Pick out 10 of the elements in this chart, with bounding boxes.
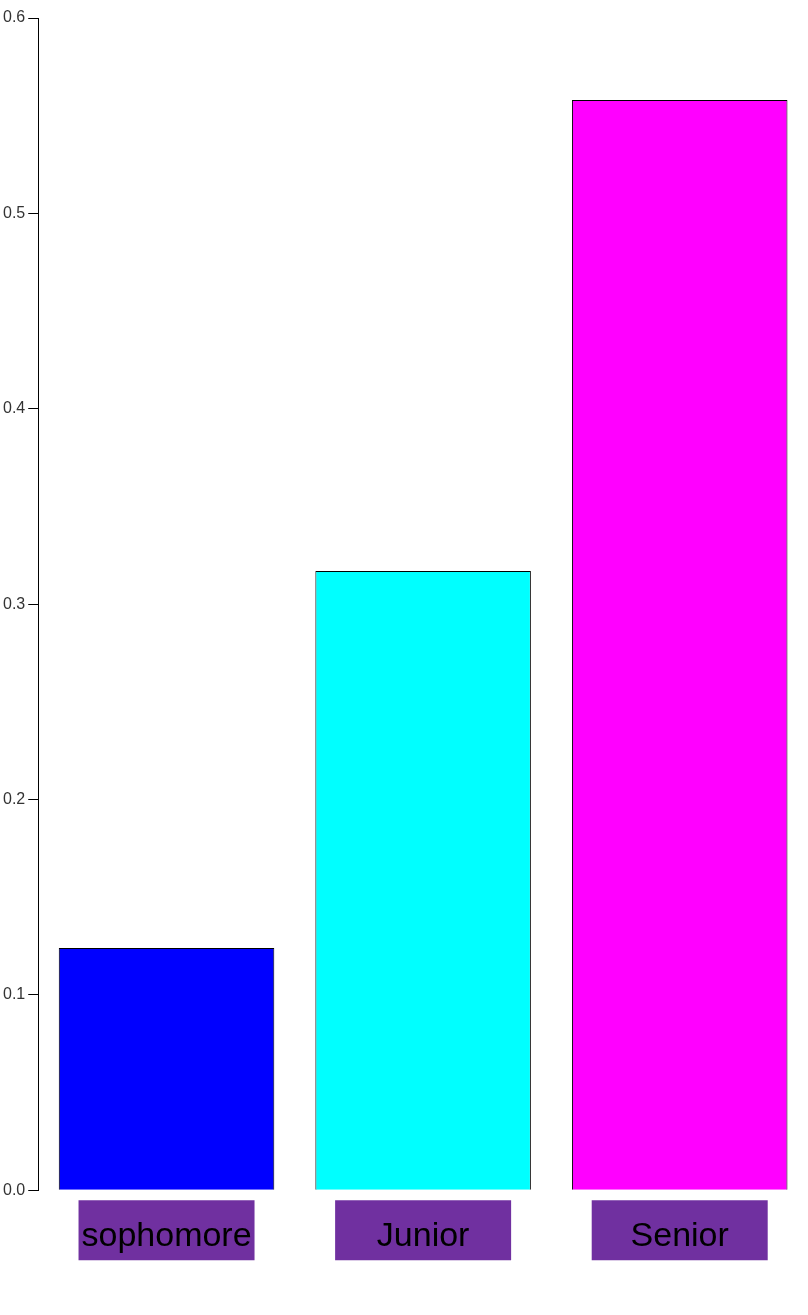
y-tick-label: 0.6: [2, 8, 26, 26]
x-tick-label: sophomore: [81, 1214, 252, 1253]
y-tick-label: 0.2: [2, 789, 26, 807]
x-tick-label: Junior: [376, 1214, 470, 1253]
y-tick-label: 0.0: [2, 1180, 26, 1198]
y-tick-label: 0.3: [2, 594, 26, 612]
y-tick-label: 0.5: [2, 203, 26, 221]
y-tick-label: 0.4: [2, 399, 26, 417]
x-tick-label: Senior: [630, 1214, 729, 1253]
y-tick-label: 0.1: [2, 985, 26, 1003]
